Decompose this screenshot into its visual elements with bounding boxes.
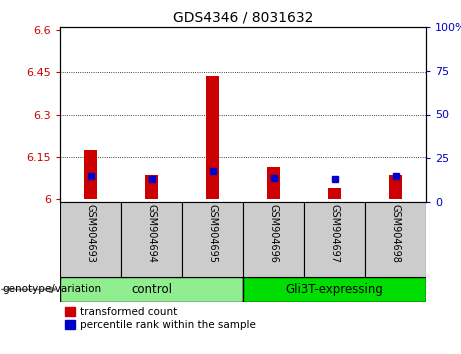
Text: GSM904697: GSM904697 bbox=[330, 204, 339, 263]
Bar bbox=[60, 277, 243, 302]
Text: GSM904696: GSM904696 bbox=[268, 204, 278, 263]
Bar bbox=[145, 175, 158, 199]
Legend: transformed count, percentile rank within the sample: transformed count, percentile rank withi… bbox=[65, 307, 256, 330]
Text: GSM904695: GSM904695 bbox=[207, 204, 218, 263]
Bar bbox=[389, 175, 402, 199]
Bar bbox=[365, 202, 426, 277]
Bar bbox=[60, 202, 121, 277]
Text: GSM904694: GSM904694 bbox=[147, 204, 156, 263]
Bar bbox=[267, 167, 280, 199]
Bar bbox=[304, 202, 365, 277]
Bar bbox=[328, 188, 341, 199]
Text: GSM904693: GSM904693 bbox=[85, 204, 95, 263]
Bar bbox=[121, 202, 182, 277]
Bar bbox=[243, 277, 426, 302]
Bar bbox=[243, 202, 304, 277]
Text: genotype/variation: genotype/variation bbox=[2, 285, 101, 295]
Text: GSM904698: GSM904698 bbox=[390, 204, 401, 263]
Text: Gli3T-expressing: Gli3T-expressing bbox=[285, 283, 384, 296]
Bar bbox=[84, 150, 97, 199]
Text: control: control bbox=[131, 283, 172, 296]
Title: GDS4346 / 8031632: GDS4346 / 8031632 bbox=[173, 11, 313, 24]
Bar bbox=[182, 202, 243, 277]
Bar bbox=[206, 76, 219, 199]
